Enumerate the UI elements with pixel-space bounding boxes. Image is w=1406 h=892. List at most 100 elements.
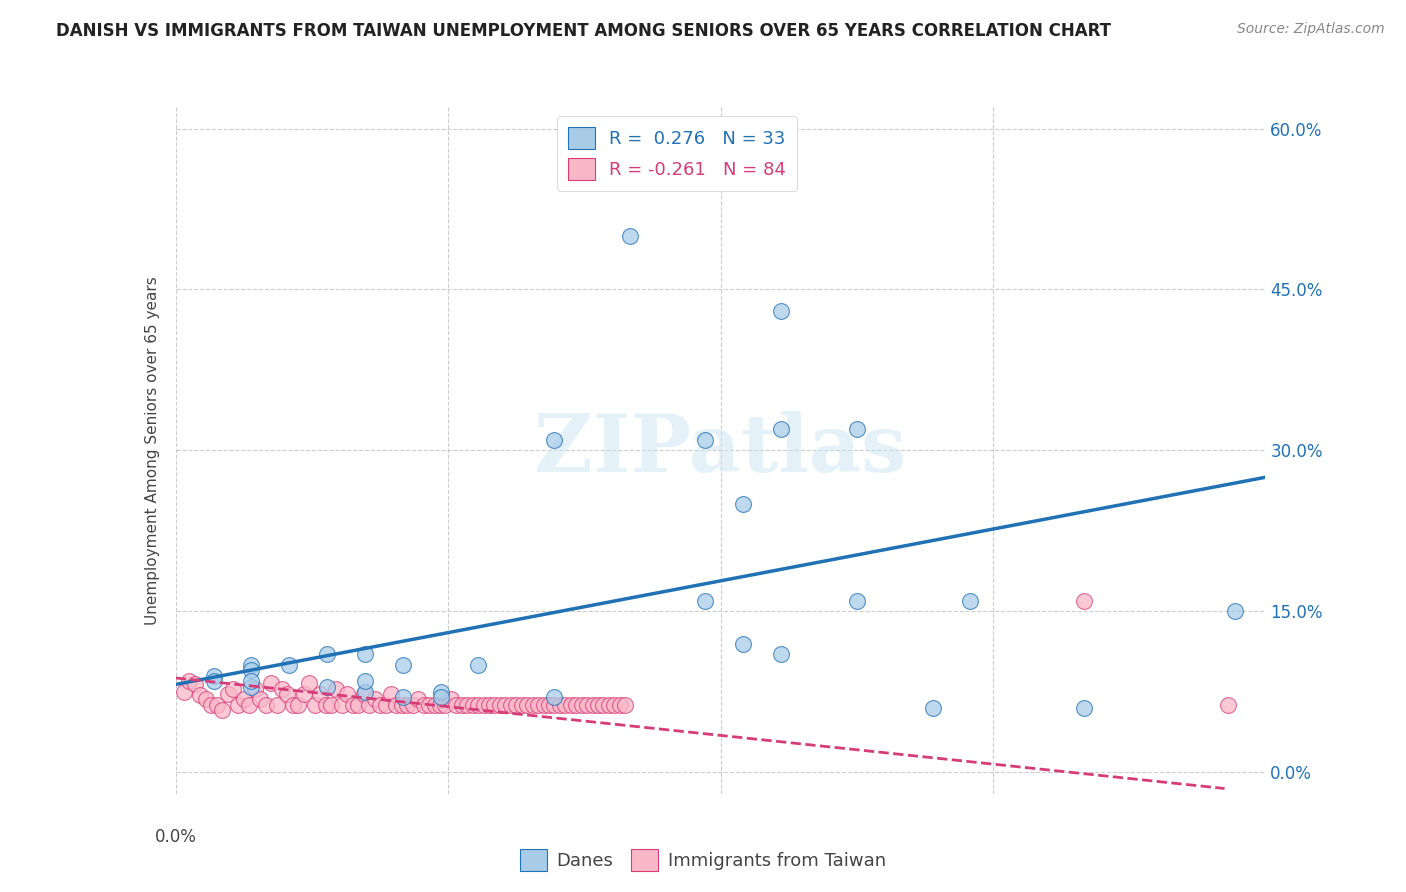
Legend: Danes, Immigrants from Taiwan: Danes, Immigrants from Taiwan — [513, 842, 893, 879]
Point — [412, 698, 434, 712]
Point — [260, 676, 283, 690]
Point — [516, 698, 538, 712]
Point — [271, 681, 294, 696]
Point — [188, 688, 211, 702]
Point — [200, 698, 222, 712]
Point — [429, 685, 451, 699]
Point — [489, 698, 512, 712]
Point — [330, 698, 353, 712]
Point — [695, 593, 717, 607]
Point — [554, 698, 576, 712]
Point — [543, 433, 565, 447]
Point — [548, 698, 571, 712]
Point — [309, 687, 332, 701]
Legend: R =  0.276   N = 33, R = -0.261   N = 84: R = 0.276 N = 33, R = -0.261 N = 84 — [557, 116, 797, 191]
Point — [1073, 701, 1095, 715]
Point — [565, 698, 588, 712]
Point — [456, 698, 478, 712]
Point — [402, 698, 425, 712]
Point — [278, 658, 301, 673]
Point — [385, 698, 408, 712]
Point — [194, 692, 217, 706]
Point — [240, 674, 263, 689]
Point — [406, 692, 429, 706]
Point — [316, 680, 339, 694]
Point — [472, 698, 495, 712]
Text: ZIPatlas: ZIPatlas — [534, 411, 907, 490]
Point — [353, 687, 375, 701]
Point — [359, 698, 381, 712]
Point — [232, 692, 254, 706]
Point — [446, 698, 468, 712]
Point — [304, 698, 326, 712]
Point — [770, 648, 793, 662]
Point — [202, 669, 225, 683]
Point — [1073, 593, 1095, 607]
Point — [586, 698, 609, 712]
Point — [543, 698, 565, 712]
Point — [560, 698, 582, 712]
Point — [527, 698, 550, 712]
Point — [353, 648, 375, 662]
Point — [533, 698, 555, 712]
Point — [184, 677, 207, 691]
Point — [396, 698, 419, 712]
Point — [298, 676, 321, 690]
Point — [770, 422, 793, 436]
Point — [921, 701, 943, 715]
Point — [205, 698, 228, 712]
Point — [249, 692, 271, 706]
Point — [695, 433, 717, 447]
Point — [959, 593, 981, 607]
Point — [276, 687, 298, 701]
Point — [461, 698, 484, 712]
Point — [733, 497, 755, 511]
Point — [347, 698, 370, 712]
Point — [571, 698, 593, 712]
Point — [179, 674, 201, 689]
Text: Source: ZipAtlas.com: Source: ZipAtlas.com — [1237, 22, 1385, 37]
Point — [319, 698, 342, 712]
Point — [217, 687, 239, 701]
Point — [222, 681, 245, 696]
Y-axis label: Unemployment Among Seniors over 65 years: Unemployment Among Seniors over 65 years — [145, 277, 160, 624]
Point — [609, 698, 631, 712]
Point — [292, 687, 315, 701]
Point — [211, 703, 233, 717]
Point — [845, 422, 868, 436]
Point — [467, 658, 489, 673]
Point — [619, 228, 641, 243]
Point — [391, 698, 413, 712]
Point — [391, 658, 413, 673]
Point — [494, 698, 516, 712]
Point — [510, 698, 533, 712]
Point — [240, 680, 263, 694]
Point — [581, 698, 603, 712]
Point — [374, 698, 396, 712]
Point — [429, 698, 451, 712]
Point — [522, 698, 544, 712]
Point — [423, 698, 446, 712]
Point — [543, 690, 565, 705]
Point — [450, 698, 472, 712]
Point — [733, 637, 755, 651]
Point — [391, 690, 413, 705]
Point — [287, 698, 309, 712]
Text: 0.0%: 0.0% — [155, 828, 197, 847]
Point — [243, 681, 266, 696]
Point — [316, 648, 339, 662]
Point — [537, 698, 560, 712]
Point — [240, 658, 263, 673]
Point — [592, 698, 614, 712]
Point — [228, 698, 250, 712]
Point — [363, 692, 385, 706]
Point — [478, 698, 501, 712]
Point — [240, 664, 263, 678]
Point — [484, 698, 506, 712]
Point — [429, 690, 451, 705]
Point — [440, 692, 463, 706]
Point — [368, 698, 391, 712]
Point — [380, 687, 402, 701]
Point — [434, 698, 457, 712]
Point — [614, 698, 637, 712]
